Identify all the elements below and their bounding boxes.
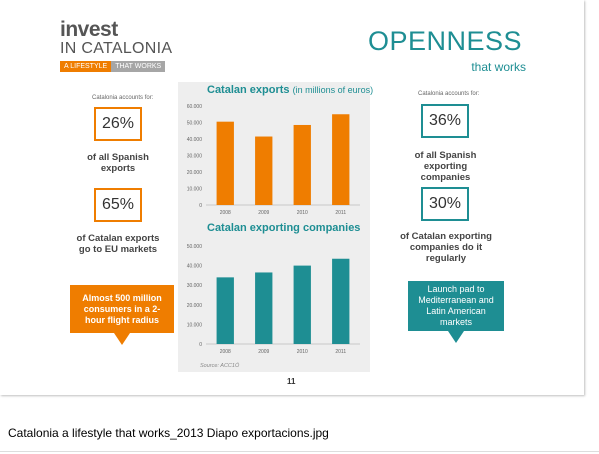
logo-tagline: A LIFESTYLE THAT WORKS (60, 61, 172, 72)
logo-tag-a: A LIFESTYLE (60, 61, 112, 72)
bottom-divider (0, 451, 599, 452)
x-tick-label: 2010 (297, 210, 308, 216)
right-stat1-text: of all Spanish exporting companies (414, 150, 477, 183)
file-caption: Catalonia a lifestyle that works_2013 Di… (8, 426, 329, 440)
y-tick-label: 30.000 (187, 283, 203, 289)
chart1-title-text: Catalan exports (207, 84, 290, 96)
left-stat2-text: of Catalan exports go to EU markets (76, 233, 160, 255)
left-callout-shape (70, 285, 174, 345)
left-stat1-box: 26% (94, 107, 142, 141)
bar-2008 (216, 121, 234, 205)
bar-2011 (332, 114, 350, 205)
y-tick-label: 20.000 (187, 303, 203, 309)
x-tick-label: 2008 (220, 349, 231, 355)
y-tick-label: 60.000 (187, 104, 203, 110)
left-stat1-text: of all Spanish exports (87, 152, 149, 174)
bar-2009 (255, 136, 273, 205)
source-note: Source: ACC1Ó (200, 363, 240, 369)
y-tick-label: 30.000 (187, 154, 203, 160)
x-tick-label: 2011 (335, 349, 346, 355)
chart-exporting-companies: 0 10.000 20.000 30.000 40.000 50.000 2008 2009 2… (187, 244, 360, 355)
headline-title: OPENNESS (367, 26, 522, 56)
chart1-title: Catalan exports (in millions of euros) (207, 84, 373, 96)
right-caption: Catalonia accounts for: (418, 91, 480, 97)
bar-2011 (332, 258, 350, 344)
page-number: 11 (287, 377, 296, 386)
right-stat2-box: 30% (421, 187, 469, 221)
y-tick-label: 40.000 (187, 137, 203, 143)
right-stat1-box: 36% (421, 104, 469, 138)
invest-in-catalonia-logo: invest IN CATALONIA A LIFESTYLE THAT WOR… (60, 18, 173, 72)
bar-2008 (216, 277, 234, 344)
x-tick-label: 2011 (335, 210, 346, 216)
y-tick-label: 20.000 (187, 170, 203, 176)
headline-subtitle: that works (471, 60, 526, 74)
y-tick-label: 10.000 (187, 187, 203, 193)
x-tick-label: 2010 (297, 349, 308, 355)
y-tick-label: 0 (199, 203, 202, 209)
x-tick-label: 2009 (258, 210, 269, 216)
right-callout-text: Launch pad to Mediterranean and Latin Am… (418, 284, 494, 327)
left-stat2-box: 65% (94, 188, 142, 222)
y-tick-label: 50.000 (187, 121, 203, 127)
y-tick-label: 10.000 (187, 322, 203, 328)
logo-tag-b: THAT WORKS (111, 61, 166, 72)
left-caption: Catalonia accounts for: (92, 95, 154, 101)
slide: invest IN CATALONIA A LIFESTYLE THAT WOR… (60, 18, 526, 386)
chart2-title-text: Catalan exporting companies (207, 222, 361, 234)
logo-line2: IN CATALONIA (60, 40, 173, 57)
x-tick-label: 2009 (258, 349, 269, 355)
x-tick-label: 2008 (220, 210, 231, 216)
chart1-title-unit: (in millions of euros) (292, 85, 374, 95)
chart2-title: Catalan exporting companies (207, 222, 360, 234)
y-tick-label: 50.000 (187, 244, 203, 250)
logo-line1: invest (60, 18, 118, 41)
y-tick-label: 0 (199, 342, 202, 348)
y-tick-label: 40.000 (187, 264, 203, 270)
chart-exports: 0 10.000 20.000 30.000 40.000 50.000 60.000 200… (187, 104, 360, 216)
right-callout-shape (408, 281, 504, 343)
bar-2010 (293, 124, 311, 205)
bar-2010 (293, 265, 311, 344)
left-callout-text: Almost 500 million consumers in a 2-hour… (82, 292, 162, 325)
right-stat2-text: of Catalan exporting companies do it reg… (400, 231, 492, 264)
bar-2009 (255, 272, 273, 344)
